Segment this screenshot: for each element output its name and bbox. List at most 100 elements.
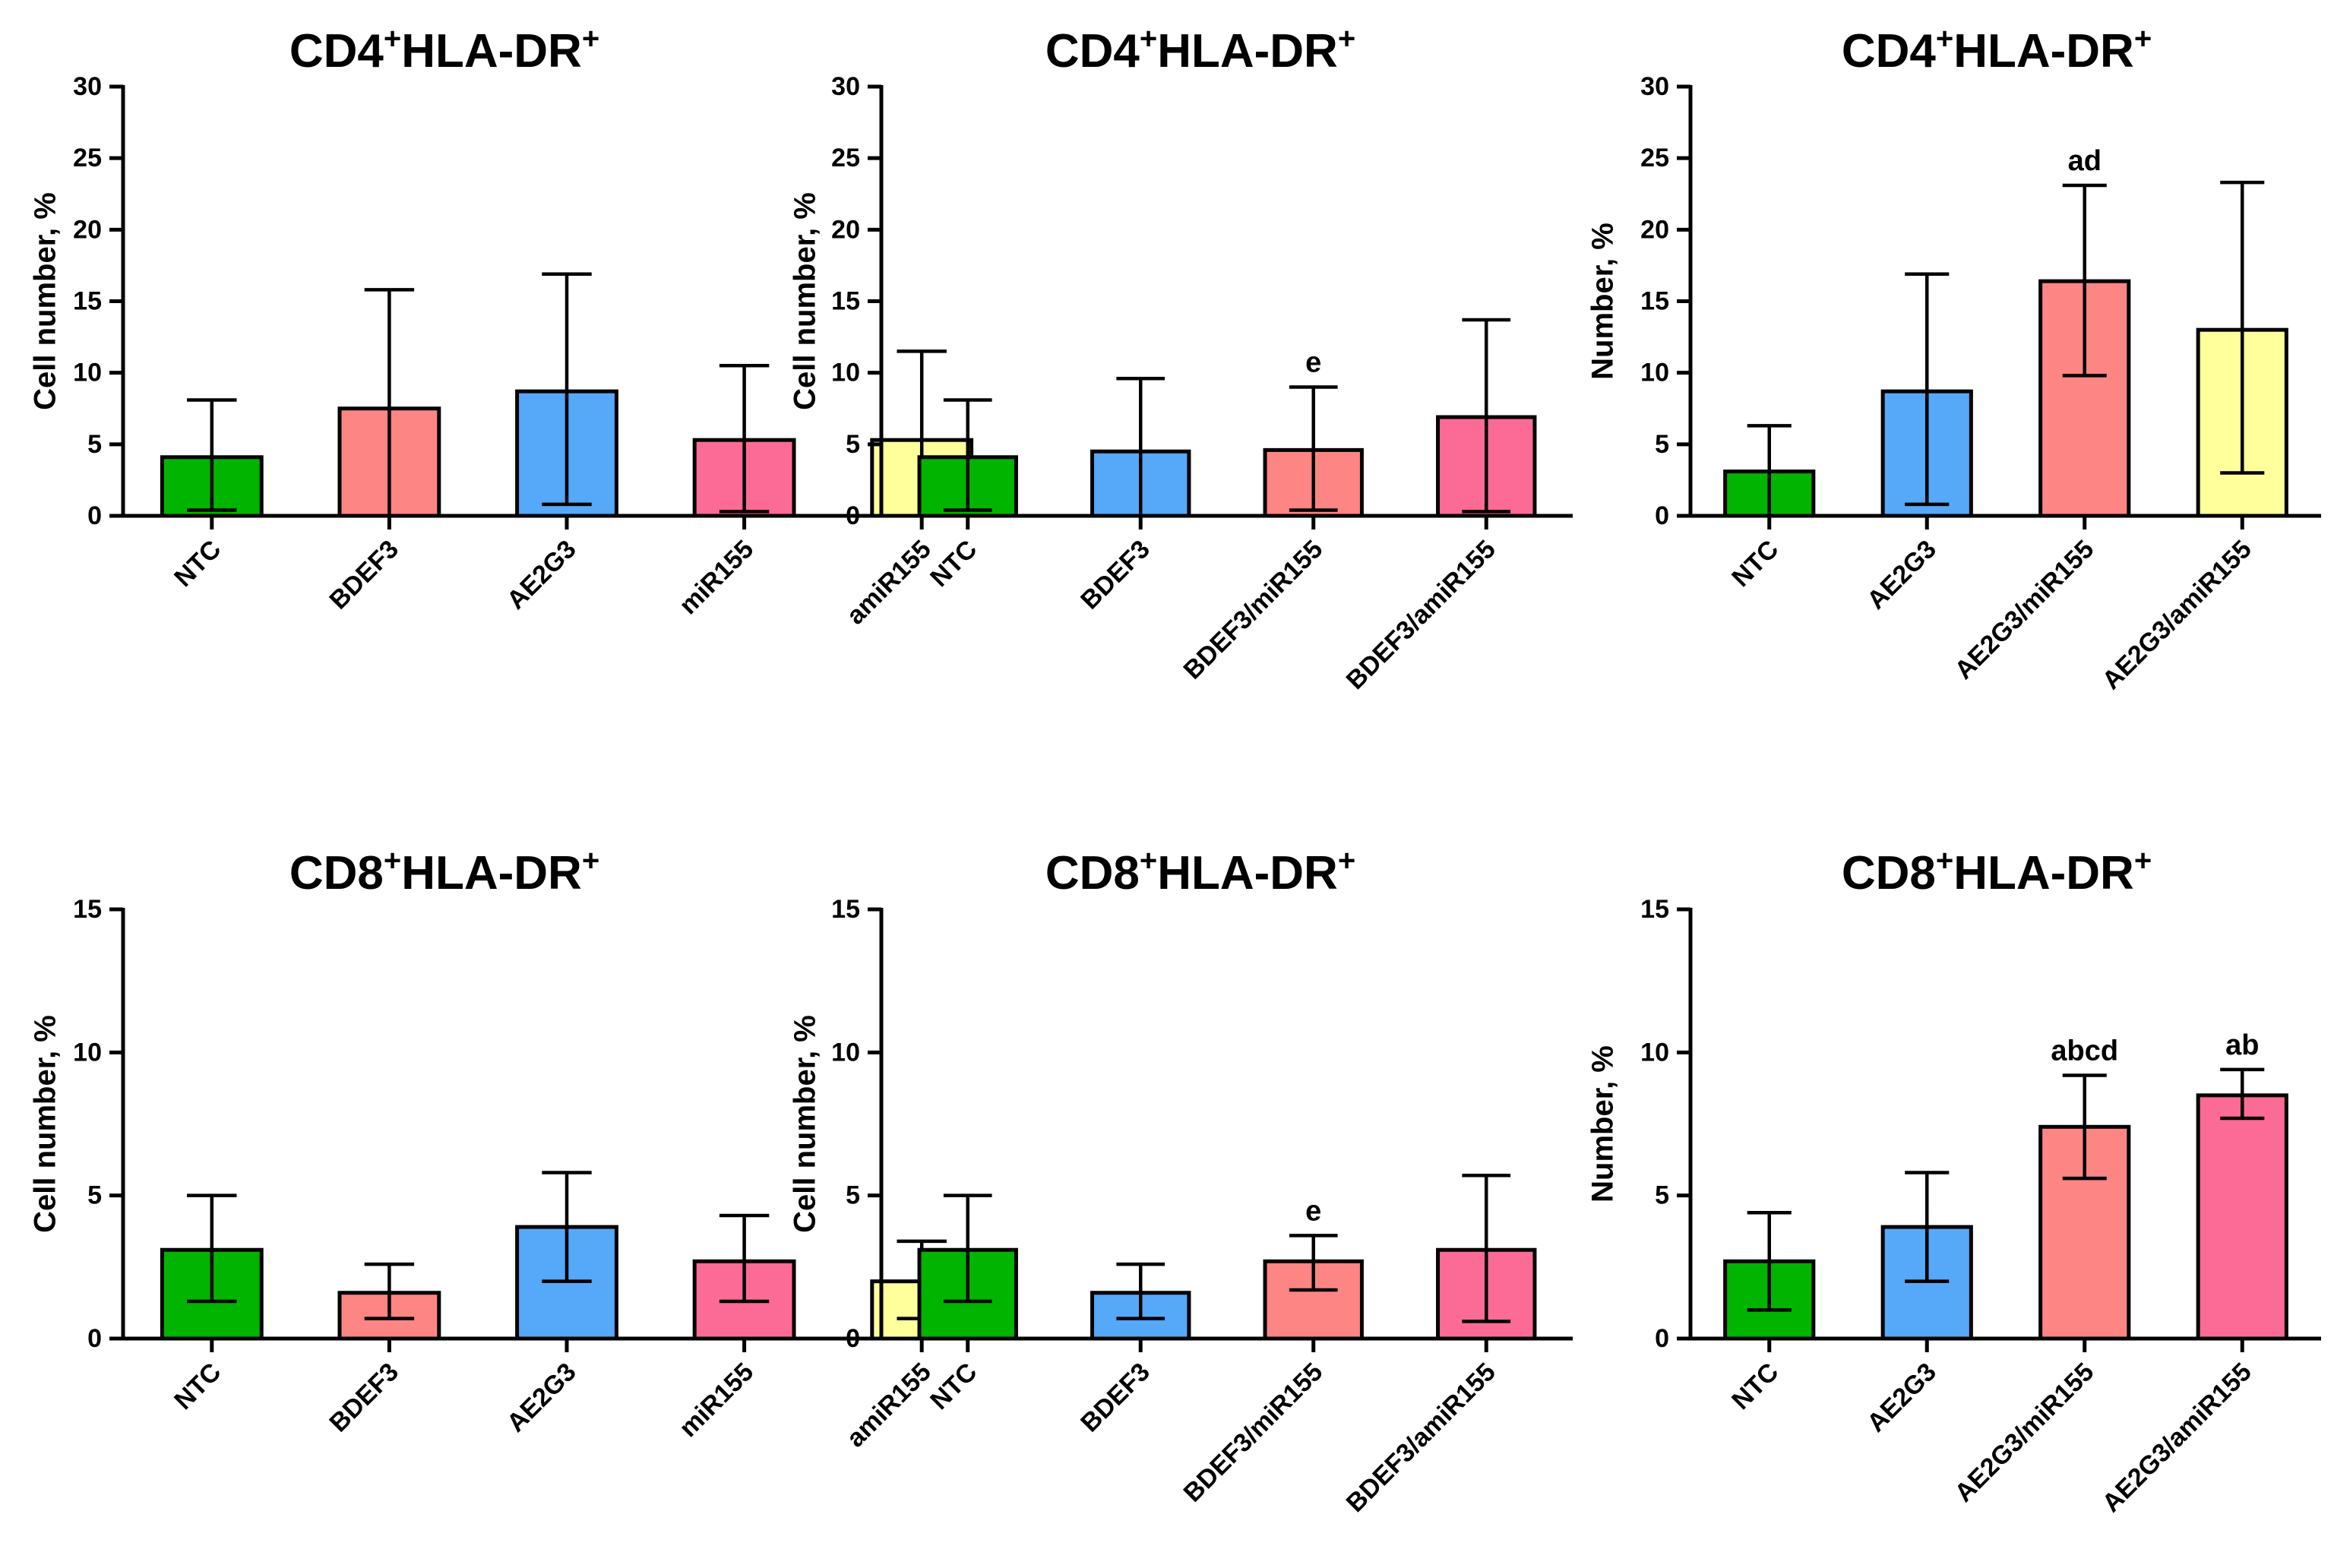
x-tick-label: BDEF3	[324, 535, 404, 615]
title-superscript: +	[1936, 22, 1953, 55]
y-tick-label: 0	[1655, 501, 1669, 530]
title-text: CD8	[1045, 847, 1140, 899]
x-tick-label: BDEF3/miR155	[1178, 1358, 1329, 1508]
y-axis-label: Cell number, %	[789, 1015, 822, 1233]
y-tick-label: 10	[73, 359, 102, 387]
title-superscript: +	[1338, 844, 1355, 877]
chart-title: CD4+HLA-DR+	[1842, 22, 2152, 77]
y-tick-label: 10	[831, 359, 860, 387]
x-tick-label: AE2G3/miR155	[1949, 1358, 2099, 1508]
y-axis-label: Cell number, %	[789, 192, 822, 410]
title-text: HLA-DR	[1953, 25, 2134, 77]
x-tick-label: BDEF3	[1075, 1358, 1156, 1438]
x-tick-label: NTC	[1726, 1358, 1784, 1415]
title-superscript: +	[1140, 22, 1157, 55]
chart-panel-2: CD4+HLA-DR+Cell number, %051015202530NTC…	[789, 22, 1573, 695]
y-tick-label: 15	[1640, 287, 1669, 316]
y-tick-label: 10	[73, 1038, 102, 1067]
title-superscript: +	[384, 22, 401, 55]
y-tick-label: 15	[73, 895, 102, 924]
y-tick-label: 0	[846, 501, 860, 530]
y-tick-label: 15	[1640, 895, 1669, 924]
y-tick-label: 5	[87, 1181, 102, 1210]
y-tick-label: 20	[831, 215, 860, 244]
title-superscript: +	[1338, 22, 1355, 55]
chart-title: CD8+HLA-DR+	[1045, 844, 1355, 899]
title-text: HLA-DR	[1157, 847, 1338, 899]
x-tick-label: AE2G3	[501, 1358, 582, 1438]
y-axis-label: Cell number, %	[29, 1015, 62, 1233]
y-tick-label: 5	[846, 430, 860, 459]
x-tick-label: AE2G3/amiR155	[2097, 1358, 2257, 1518]
x-tick-label: AE2G3	[1861, 535, 1942, 615]
y-tick-label: 20	[1640, 215, 1669, 244]
title-text: HLA-DR	[401, 847, 582, 899]
y-axis-label: Cell number, %	[29, 192, 62, 410]
title-text: HLA-DR	[1953, 847, 2134, 899]
x-tick-label: AE2G3	[1861, 1358, 1942, 1438]
title-superscript: +	[1140, 844, 1157, 877]
x-tick-label: BDEF3/amiR155	[1341, 1358, 1501, 1518]
title-text: CD4	[1045, 25, 1140, 77]
y-tick-label: 0	[87, 1324, 102, 1353]
x-tick-label: AE2G3/miR155	[1949, 535, 2099, 685]
title-text: CD4	[289, 25, 384, 77]
x-tick-label: NTC	[925, 1358, 982, 1415]
x-tick-label: BDEF3/miR155	[1178, 535, 1329, 685]
x-tick-label: BDEF3	[1075, 535, 1156, 615]
x-tick-label: NTC	[169, 1358, 226, 1415]
y-tick-label: 30	[1640, 72, 1669, 101]
y-tick-label: 20	[73, 215, 102, 244]
significance-annotation: ab	[2225, 1029, 2259, 1061]
y-tick-label: 5	[1655, 1181, 1669, 1210]
title-text: CD8	[289, 847, 384, 899]
y-tick-label: 25	[73, 144, 102, 172]
y-tick-label: 30	[831, 72, 860, 101]
chart-title: CD8+HLA-DR+	[1842, 844, 2152, 899]
y-tick-label: 5	[87, 430, 102, 459]
x-tick-label: miR155	[674, 535, 759, 620]
significance-annotation: e	[1305, 347, 1321, 379]
title-superscript: +	[582, 844, 599, 877]
x-tick-label: amiR155	[841, 535, 937, 631]
x-tick-label: BDEF3	[324, 1358, 404, 1438]
title-text: CD4	[1842, 25, 1937, 77]
significance-annotation: abcd	[2051, 1035, 2118, 1067]
title-superscript: +	[1936, 844, 1953, 877]
x-tick-label: AE2G3	[501, 535, 582, 615]
title-text: HLA-DR	[1157, 25, 1338, 77]
y-tick-label: 10	[831, 1038, 860, 1067]
y-tick-label: 10	[1640, 1038, 1669, 1067]
y-tick-label: 0	[87, 501, 102, 530]
y-tick-label: 0	[846, 1324, 860, 1353]
significance-annotation: ad	[2068, 145, 2102, 177]
y-tick-label: 15	[831, 895, 860, 924]
y-tick-label: 30	[73, 72, 102, 101]
title-superscript: +	[2134, 22, 2152, 55]
bar-ae2g3-amir155	[2196, 1093, 2288, 1341]
x-tick-label: AE2G3/amiR155	[2097, 535, 2257, 695]
y-tick-label: 15	[831, 287, 860, 316]
y-tick-label: 0	[1655, 1324, 1669, 1353]
chart-title: CD8+HLA-DR+	[289, 844, 599, 899]
chart-title: CD4+HLA-DR+	[1045, 22, 1355, 77]
y-tick-label: 25	[1640, 144, 1669, 172]
title-text: HLA-DR	[401, 25, 582, 77]
y-tick-label: 5	[846, 1181, 860, 1210]
x-tick-label: NTC	[169, 535, 226, 593]
x-tick-label: NTC	[1726, 535, 1784, 593]
y-axis-label: Number, %	[1586, 1045, 1620, 1203]
y-tick-label: 5	[1655, 430, 1669, 459]
title-superscript: +	[384, 844, 401, 877]
title-superscript: +	[2134, 844, 2152, 877]
x-tick-label: NTC	[925, 535, 982, 593]
chart-title: CD4+HLA-DR+	[289, 22, 599, 77]
x-tick-label: miR155	[674, 1358, 759, 1443]
title-text: CD8	[1842, 847, 1936, 899]
y-tick-label: 15	[73, 287, 102, 316]
